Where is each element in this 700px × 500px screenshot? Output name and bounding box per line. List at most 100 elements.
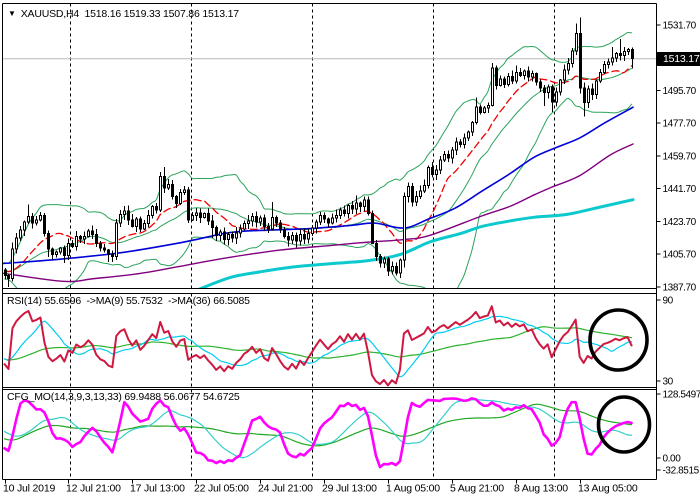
axis-labels: 1531.70 1495.70 1477.70 1459.70 1441.70 1423.… <box>3 21 700 495</box>
annotation-circle-cfg <box>596 395 652 454</box>
candle-bull <box>475 106 478 124</box>
symbol-label: XAUUSD,H4 <box>20 7 80 20</box>
scale-label: 0.00 <box>663 454 682 465</box>
candle-bear <box>103 247 106 251</box>
cfg-value2: 56.0677 <box>163 391 201 403</box>
candle-bull <box>271 216 274 230</box>
candle-bear <box>71 243 74 247</box>
candle-bear <box>207 213 210 222</box>
candle-bull <box>531 73 534 78</box>
quote-high: 1519.33 <box>123 7 161 20</box>
candle-bull <box>247 220 250 225</box>
candle-bull <box>383 258 386 264</box>
candle-bear <box>583 87 586 104</box>
candle-bear <box>379 255 382 264</box>
candle-bear <box>371 213 374 245</box>
candle-bull <box>559 79 562 93</box>
candle-bear <box>4 269 7 277</box>
candle-bull <box>435 169 438 176</box>
rsi-ma2-name: ->MA(36) <box>168 295 211 307</box>
candle-bear <box>375 243 378 257</box>
candle-bull <box>83 235 86 240</box>
candle-bull <box>259 217 262 223</box>
ma-red-dashed <box>3 65 633 273</box>
bollinger-middle <box>4 68 633 272</box>
candle-bear <box>511 75 514 82</box>
candle-bull <box>11 248 14 279</box>
candle-bear <box>199 212 202 218</box>
scale-label: 1387.70 <box>663 282 697 293</box>
candle-bear <box>107 249 110 256</box>
candle-bear <box>527 70 530 78</box>
time-axis-label: 5 Aug 21:00 <box>450 483 504 495</box>
candle-bull <box>235 232 238 239</box>
grid-lines <box>70 3 555 480</box>
candle-bear <box>323 214 326 220</box>
candle-bull <box>439 159 442 171</box>
candle-bull <box>191 214 194 221</box>
candle-bull <box>555 91 558 103</box>
cfg-indicator-header: CFG_MO(14,3,9,3,13,33) 69.9488 56.0677 5… <box>7 391 240 403</box>
candle-bull <box>115 222 118 257</box>
candle-bull <box>507 75 510 85</box>
candle-bear <box>211 220 214 228</box>
candle-bear <box>367 199 370 215</box>
candle-bull <box>363 199 366 207</box>
candle-bear <box>535 73 538 83</box>
scale-label: 1495.70 <box>663 86 697 97</box>
candle-bull <box>219 231 222 237</box>
candle-bear <box>63 247 66 257</box>
candle-bull <box>39 214 42 221</box>
candle-bear <box>283 229 286 237</box>
candle-bear <box>579 33 582 89</box>
candle-bull <box>523 70 526 76</box>
candle-bull <box>243 223 246 230</box>
candle-bear <box>343 209 346 215</box>
scale-label: 1441.70 <box>663 184 697 195</box>
ma-cyan <box>196 198 635 289</box>
candle-bull <box>451 149 454 159</box>
rsi-indicator-header: RSI(14) 55.6596 ->MA(9) 55.7532 ->MA(36)… <box>7 295 250 307</box>
candle-bull <box>407 185 410 197</box>
ma-blue <box>2 106 634 265</box>
candle-bear <box>187 189 190 221</box>
cfg-name: CFG_MO(14,3,9,3,13,33) <box>7 391 122 403</box>
scale-label: 1459.70 <box>663 151 697 162</box>
time-axis-label: 10 Jul 2019 <box>3 483 55 495</box>
candle-bull <box>35 219 38 224</box>
candle-bull <box>463 137 466 146</box>
quote-low: 1507.86 <box>163 7 200 20</box>
symbol-dropdown-icon[interactable]: ▼ <box>8 8 16 18</box>
candle-bull <box>443 154 446 161</box>
time-axis-label: 24 Jul 21:00 <box>258 483 313 495</box>
candle-bear <box>295 235 298 242</box>
candle-bull <box>615 53 618 59</box>
candle-bear <box>43 214 46 235</box>
panel-borders <box>2 3 657 480</box>
candle-bull <box>623 51 626 56</box>
rsi-value: 55.6596 <box>44 295 82 307</box>
candle-bull <box>471 122 474 133</box>
time-axis-label: 8 Aug 13:00 <box>514 483 568 495</box>
candle-bear <box>619 53 622 56</box>
candle-bull <box>595 80 598 96</box>
candle-bear <box>155 205 158 211</box>
scale-label: 1405.70 <box>663 250 697 261</box>
ma-purple <box>2 143 634 283</box>
candle-bull <box>587 88 590 104</box>
rsi-ma-fast <box>3 315 633 378</box>
quote-open: 1518.16 <box>84 7 122 20</box>
candle-bull <box>419 190 422 197</box>
candle-bull <box>59 247 62 253</box>
candle-bull <box>567 63 570 71</box>
candle-bear <box>99 243 102 249</box>
candle-bull <box>491 67 494 106</box>
candle-bear <box>131 219 134 227</box>
candle-bull <box>23 221 26 231</box>
candle-bull <box>335 214 338 219</box>
rsi-name: RSI(14) <box>7 295 42 307</box>
candle-bear <box>591 88 594 96</box>
candle-bull <box>603 63 606 74</box>
candle-bull <box>227 234 230 241</box>
